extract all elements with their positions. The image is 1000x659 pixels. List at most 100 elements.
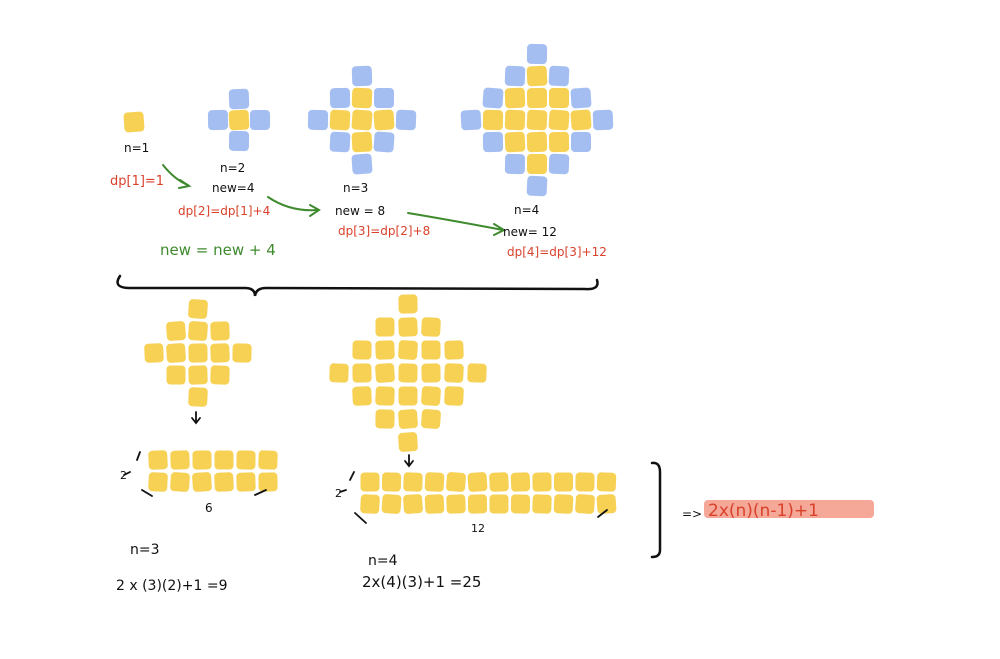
n4-shape [570, 87, 592, 109]
n4-rectangle [446, 472, 466, 492]
n3-shape [329, 87, 351, 109]
n4-shape [549, 88, 569, 108]
n4-diamond [398, 432, 418, 452]
n4-rectangle [381, 472, 402, 492]
n1-label: n=1 [124, 141, 149, 155]
n3-diamond [210, 321, 230, 341]
n3-rectangle [192, 450, 212, 470]
n3-shape [351, 87, 373, 109]
right-height-label: 2 [335, 487, 342, 500]
n4-diamond [375, 363, 395, 383]
down-arrows [191, 411, 414, 468]
n3-diamond [188, 387, 208, 407]
dp3-label: dp[3]=dp[2]+8 [338, 224, 430, 238]
n4-diamond [398, 386, 418, 406]
n4-rectangle [553, 494, 574, 514]
n3-shape [395, 109, 417, 131]
n4-shape [482, 131, 504, 153]
n4-shape [526, 65, 548, 87]
n4-shape [548, 65, 570, 87]
n3-shape [329, 131, 351, 153]
n4-rectangle [381, 494, 402, 514]
left-height-label: 2 [120, 469, 127, 482]
arrow-1-to-2-head [178, 179, 192, 189]
n4-diamond [421, 409, 441, 429]
n4-shape [482, 109, 504, 131]
n3-shape [351, 131, 373, 153]
left-rect-dimensions [123, 451, 267, 497]
n4-diamond [421, 340, 441, 360]
arrow-3-to-4-head [493, 223, 507, 236]
general-formula: 2x(n)(n-1)+1 [708, 501, 819, 521]
n4-shape [504, 87, 526, 109]
n3-shape [351, 65, 373, 87]
dp4-label: dp[4]=dp[3]+12 [507, 245, 607, 259]
n4-rectangle [424, 494, 445, 514]
right-n-label: n=4 [368, 553, 398, 569]
n4-diamond [329, 363, 349, 383]
n2-shape [228, 109, 250, 131]
n4-diamond [467, 363, 487, 383]
n4-shape [526, 175, 548, 197]
n3-diamond [166, 321, 186, 341]
n3-shape [374, 88, 394, 108]
n3-shape [351, 109, 373, 131]
n3-diamond [188, 365, 208, 385]
n4-rectangle [596, 472, 617, 492]
n4-rectangle [467, 472, 488, 492]
n4-shape [460, 109, 482, 131]
n4-shape [548, 109, 570, 131]
n4-diamond [398, 317, 418, 337]
arrow-2-to-3-head [309, 204, 321, 217]
n3-rectangle [258, 450, 278, 470]
n3-diamond [166, 365, 186, 385]
n4-shape [526, 131, 548, 153]
n3-shape [351, 153, 373, 175]
new3-label: new = 8 [335, 204, 385, 218]
new4-label: new= 12 [503, 225, 557, 239]
n2-shape [228, 88, 250, 110]
n4-rectangle [489, 472, 509, 492]
down-arrow-left [191, 411, 201, 425]
n4-shape [504, 153, 526, 175]
n2-shape [228, 130, 250, 152]
n4-rectangle [467, 494, 488, 514]
n4-shape [527, 154, 547, 174]
n4-diamond [352, 386, 372, 406]
left-n-label: n=3 [130, 542, 160, 558]
n3-diamond [188, 299, 208, 319]
down-arrow-right [404, 454, 414, 468]
n4-rectangle [532, 494, 552, 514]
n4-label: n=4 [514, 203, 539, 217]
n4-shape [526, 109, 548, 131]
n4-shape [592, 109, 614, 131]
n3-diamond [188, 321, 208, 341]
n4-rectangle [532, 472, 552, 492]
n3-shape [329, 109, 351, 131]
n4-rectangle [403, 472, 423, 492]
n4-diamond [398, 409, 418, 429]
n4-shape [548, 131, 570, 153]
n4-diamond [421, 386, 441, 406]
left-calc-label: 2 x (3)(2)+1 =9 [116, 578, 227, 594]
n3-diamond [232, 343, 252, 363]
n3-rectangle [148, 450, 168, 470]
n3-rectangle [236, 450, 256, 470]
n3-rectangle [192, 472, 212, 492]
arrows [162, 164, 507, 236]
n4-shape [570, 109, 592, 131]
n4-rectangle [554, 472, 573, 492]
n4-shape [482, 87, 504, 109]
n2-shape [250, 110, 270, 130]
n4-rectangle [596, 494, 617, 514]
dp1-label: dp[1]=1 [110, 174, 164, 189]
n4-diamond [375, 317, 395, 337]
n4-diamond [444, 386, 464, 406]
n4-diamond [375, 409, 395, 429]
n4-rectangle [510, 472, 531, 492]
n4-rectangle [575, 494, 595, 514]
n2-label: n=2 [220, 161, 245, 175]
vertical-brace [650, 461, 662, 559]
n4-rectangle [510, 494, 531, 514]
